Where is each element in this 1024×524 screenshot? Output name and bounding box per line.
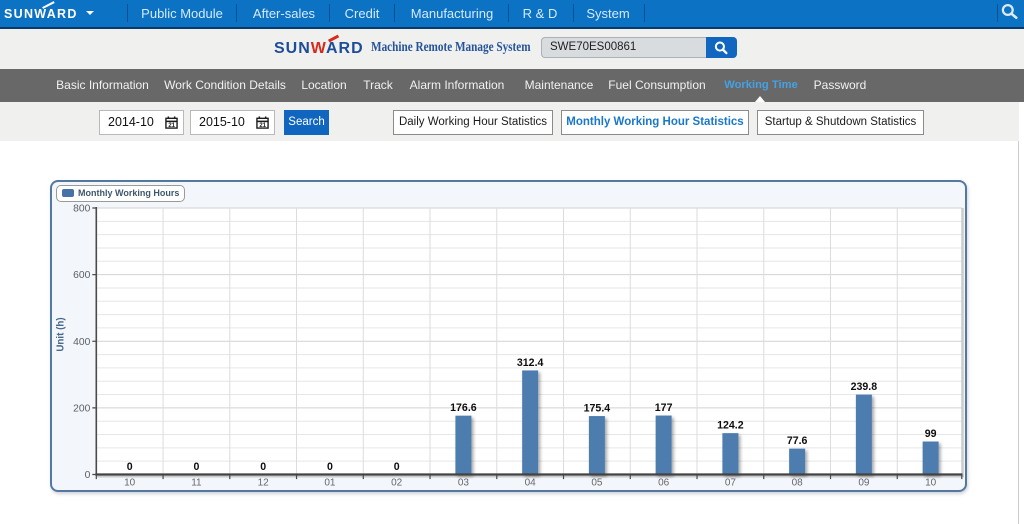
- svg-text:124.2: 124.2: [717, 420, 744, 432]
- svg-text:800: 800: [73, 204, 90, 215]
- svg-text:0: 0: [193, 461, 199, 473]
- svg-text:21: 21: [259, 123, 266, 129]
- svg-text:0: 0: [127, 461, 133, 473]
- svg-text:12: 12: [258, 478, 270, 489]
- svg-text:175.4: 175.4: [584, 403, 611, 415]
- svg-text:600: 600: [73, 270, 90, 281]
- svg-text:200: 200: [73, 403, 90, 414]
- svg-text:0: 0: [260, 461, 266, 473]
- svg-text:99: 99: [925, 428, 937, 440]
- svg-text:03: 03: [458, 478, 470, 489]
- svg-text:01: 01: [324, 478, 336, 489]
- svg-text:Unit (h): Unit (h): [56, 317, 67, 351]
- svg-text:07: 07: [725, 478, 737, 489]
- svg-text:10: 10: [925, 478, 937, 489]
- svg-text:11: 11: [191, 478, 202, 489]
- svg-text:77.6: 77.6: [787, 435, 808, 447]
- svg-text:176.6: 176.6: [450, 402, 477, 414]
- svg-text:06: 06: [658, 478, 670, 489]
- svg-text:09: 09: [858, 478, 870, 489]
- svg-text:04: 04: [525, 478, 537, 489]
- svg-text:10: 10: [124, 478, 136, 489]
- svg-text:312.4: 312.4: [517, 357, 544, 369]
- svg-text:400: 400: [73, 337, 90, 348]
- svg-text:0: 0: [85, 470, 91, 481]
- svg-text:177: 177: [655, 402, 673, 414]
- svg-text:02: 02: [391, 478, 403, 489]
- svg-text:21: 21: [168, 123, 175, 129]
- svg-text:239.8: 239.8: [851, 381, 878, 393]
- svg-text:05: 05: [591, 478, 603, 489]
- svg-text:0: 0: [394, 461, 400, 473]
- svg-text:08: 08: [792, 478, 804, 489]
- svg-text:0: 0: [327, 461, 333, 473]
